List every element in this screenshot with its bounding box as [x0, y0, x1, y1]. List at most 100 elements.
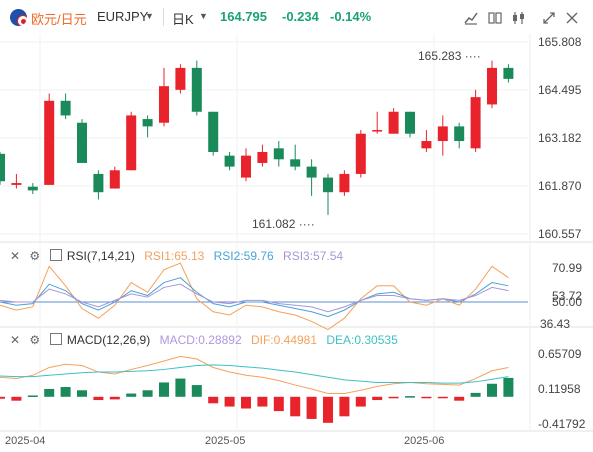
price-axis-label: 163.182	[538, 131, 582, 145]
macd-histogram	[0, 377, 514, 423]
expand-icon[interactable]	[541, 10, 557, 26]
candle-body	[159, 86, 169, 123]
close-rsi-icon[interactable]: ✕	[10, 249, 21, 263]
price-change-percent: -0.14%	[330, 9, 372, 24]
price-axis-label: 160.557	[538, 227, 582, 241]
rsi3-value: RSI3:57.54	[283, 249, 344, 263]
macd-legend: ✕ ⚙ MACD(12,26,9) MACD:0.28892 DIF:0.449…	[10, 333, 404, 347]
close-icon[interactable]	[564, 10, 580, 26]
rsi-line-2	[0, 277, 509, 318]
indicator-icon[interactable]	[463, 10, 479, 26]
rsi-legend: ✕ ⚙ RSI(7,14,21) RSI1:65.13 RSI2:59.76 R…	[10, 249, 349, 263]
rsi-axis-label: 50.00	[552, 295, 582, 309]
rsi-checkbox-icon[interactable]	[49, 249, 62, 261]
rsi-axis-label: 53.72	[552, 289, 582, 303]
candle-body	[257, 151, 268, 163]
macd-axis-label: 0.11958	[538, 382, 581, 396]
grid-lines	[0, 34, 593, 432]
rsi-line-1	[0, 262, 509, 331]
candle-body	[503, 67, 514, 79]
timeframe-selector[interactable]: 日K	[172, 12, 194, 27]
candle-body	[77, 122, 87, 163]
symbol-dropdown-icon[interactable]: ▼	[145, 11, 154, 21]
macd-bar	[93, 396, 104, 401]
candle-body	[323, 177, 333, 193]
macd-bar	[437, 396, 448, 399]
macd-bar	[339, 396, 350, 417]
macd-lines	[0, 355, 509, 395]
last-price: 164.795	[220, 9, 267, 24]
rsi2-value: RSI2:59.76	[213, 249, 274, 263]
candle-body	[11, 183, 22, 185]
layout-icon[interactable]	[487, 10, 503, 26]
header-divider	[163, 8, 164, 26]
rsi1-value: RSI1:65.13	[144, 249, 205, 263]
macd-bar	[306, 396, 317, 419]
settings-macd-icon[interactable]: ⚙	[29, 333, 41, 347]
macd-bar	[208, 396, 219, 404]
symbol-code-label[interactable]: EURJPY	[97, 9, 149, 24]
candle-body	[273, 148, 284, 160]
candle-body	[60, 100, 71, 116]
candle-body	[421, 141, 432, 149]
rsi-axis-label: 36.43	[540, 317, 570, 331]
axis-labels: 165.808 164.495 163.182 161.870 160.557 165.2…	[5, 35, 586, 447]
candle-body	[339, 173, 350, 193]
macd-bar	[142, 390, 153, 397]
macd-bar	[290, 396, 301, 417]
candle-body	[241, 155, 251, 178]
price-axis-label: 161.870	[538, 179, 582, 193]
macd-checkbox-icon[interactable]	[49, 333, 62, 345]
candle-body	[470, 97, 481, 149]
macd-bar	[241, 396, 251, 409]
rsi-line-3	[0, 283, 509, 313]
timeframe-dropdown-icon[interactable]: ▼	[199, 11, 208, 21]
candle-body	[0, 153, 5, 182]
chart-header: 欧元/日元 EURJPY ▼ 日K ▼ 164.795 -0.234 -0.14…	[0, 0, 593, 34]
macd-bar	[175, 378, 186, 397]
rsi-name: RSI(7,14,21)	[66, 249, 135, 263]
date-axis-label: 2025-04	[5, 435, 45, 447]
macd-bar	[27, 395, 38, 397]
price-axis-label: 164.495	[538, 83, 582, 97]
rsi-axis-label: 70.99	[552, 261, 582, 275]
date-axis-label: 2025-05	[205, 435, 245, 447]
macd-axis-label: -0.41792	[538, 417, 586, 431]
high-price-label: 165.283 ····	[418, 49, 481, 63]
candle-body	[372, 130, 383, 132]
candle-body	[405, 111, 415, 134]
candle-body	[191, 67, 202, 112]
rsi-lines	[0, 262, 509, 331]
candle-body	[454, 126, 465, 142]
candle-body	[437, 126, 448, 142]
price-change: -0.234	[282, 9, 319, 24]
symbol-cn-label[interactable]: 欧元/日元	[31, 12, 87, 27]
candle-body	[290, 159, 301, 167]
macd-bar	[109, 396, 120, 400]
currency-flag-icon	[10, 9, 27, 26]
candle-body	[126, 115, 137, 171]
candle-body	[175, 67, 186, 90]
macd-bar	[487, 383, 497, 397]
macd-bar	[60, 387, 71, 397]
candle-body	[27, 186, 38, 191]
candle-body	[306, 166, 317, 178]
candle-body	[224, 155, 235, 167]
macd-bar	[372, 396, 383, 401]
close-macd-icon[interactable]: ✕	[10, 333, 21, 347]
candle-body	[109, 170, 120, 189]
macd-axis-label: 0.65709	[538, 347, 582, 361]
macd-bar	[405, 396, 415, 398]
tools-icon[interactable]	[511, 10, 527, 26]
dea-value: DEA:0.30535	[326, 333, 398, 347]
macd-bar	[421, 396, 432, 399]
macd-bar	[503, 377, 514, 397]
macd-name: MACD(12,26,9)	[66, 333, 151, 347]
settings-rsi-icon[interactable]: ⚙	[29, 249, 41, 263]
macd-bar	[0, 396, 5, 399]
macd-bar	[388, 396, 399, 399]
macd-bar	[11, 396, 22, 401]
date-axis-label: 2025-06	[404, 435, 444, 447]
dea-line	[0, 364, 509, 384]
